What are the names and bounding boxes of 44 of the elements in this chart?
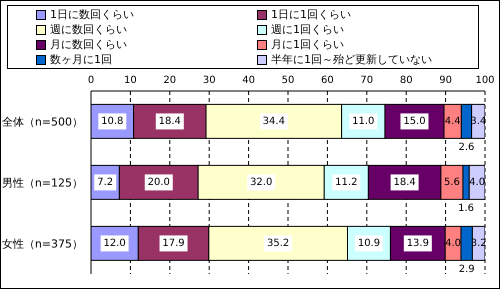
data-label: 13.9 bbox=[406, 238, 429, 249]
legend-label: 半年に1回～殆ど更新していない bbox=[271, 52, 432, 67]
data-label: 10.9 bbox=[358, 238, 380, 249]
x-tick-label: 30 bbox=[202, 75, 216, 86]
data-label: 11.0 bbox=[352, 116, 374, 127]
x-tick-label: 20 bbox=[163, 75, 176, 86]
x-tick-label: 100 bbox=[475, 75, 495, 86]
data-label: 2.6 bbox=[458, 142, 474, 153]
data-label: 11.2 bbox=[335, 176, 358, 188]
data-label: 34.4 bbox=[262, 116, 285, 127]
data-label: 1.6 bbox=[458, 202, 474, 214]
y-tick-label: 男性（n=125） bbox=[2, 176, 83, 190]
x-tick-label: 70 bbox=[360, 75, 374, 86]
data-label: 17.9 bbox=[162, 238, 185, 249]
data-label: 10.8 bbox=[101, 116, 124, 127]
legend-label: 月に数回くらい bbox=[50, 37, 127, 52]
y-tick-label: 全体（n=500） bbox=[2, 115, 83, 128]
x-tick-label: 10 bbox=[124, 75, 137, 86]
data-label: 12.0 bbox=[104, 238, 126, 249]
x-tick-label: 40 bbox=[242, 75, 255, 86]
y-tick-label: 女性（n=375） bbox=[2, 237, 83, 250]
data-label: 15.0 bbox=[403, 116, 426, 127]
data-label: 18.4 bbox=[393, 176, 416, 188]
legend-label: 1日に1回くらい bbox=[271, 7, 351, 22]
data-label: 35.2 bbox=[267, 238, 290, 249]
x-tick-label: 60 bbox=[321, 75, 334, 86]
data-label: 4.0 bbox=[445, 238, 462, 249]
x-tick-label: 50 bbox=[282, 75, 294, 86]
data-label: 32.0 bbox=[250, 176, 272, 188]
data-label: 7.2 bbox=[97, 176, 114, 188]
legend-label: 週に数回くらい bbox=[50, 22, 127, 37]
data-label: 4.4 bbox=[444, 116, 461, 127]
data-label: 4.0 bbox=[469, 176, 486, 188]
data-label: 5.6 bbox=[444, 176, 460, 188]
x-tick-label: 0 bbox=[88, 75, 94, 86]
legend-label: 月に1回くらい bbox=[271, 37, 344, 52]
legend-label: 数ヶ月に1回 bbox=[50, 52, 112, 67]
x-tick-label: 90 bbox=[439, 75, 452, 86]
legend-label: 1日に数回くらい bbox=[50, 7, 134, 22]
x-tick-label: 80 bbox=[400, 75, 413, 86]
data-label: 18.4 bbox=[158, 116, 181, 127]
legend-label: 週に1回くらい bbox=[271, 22, 344, 37]
data-label: 2.9 bbox=[458, 264, 475, 275]
data-label: 20.0 bbox=[148, 176, 170, 188]
